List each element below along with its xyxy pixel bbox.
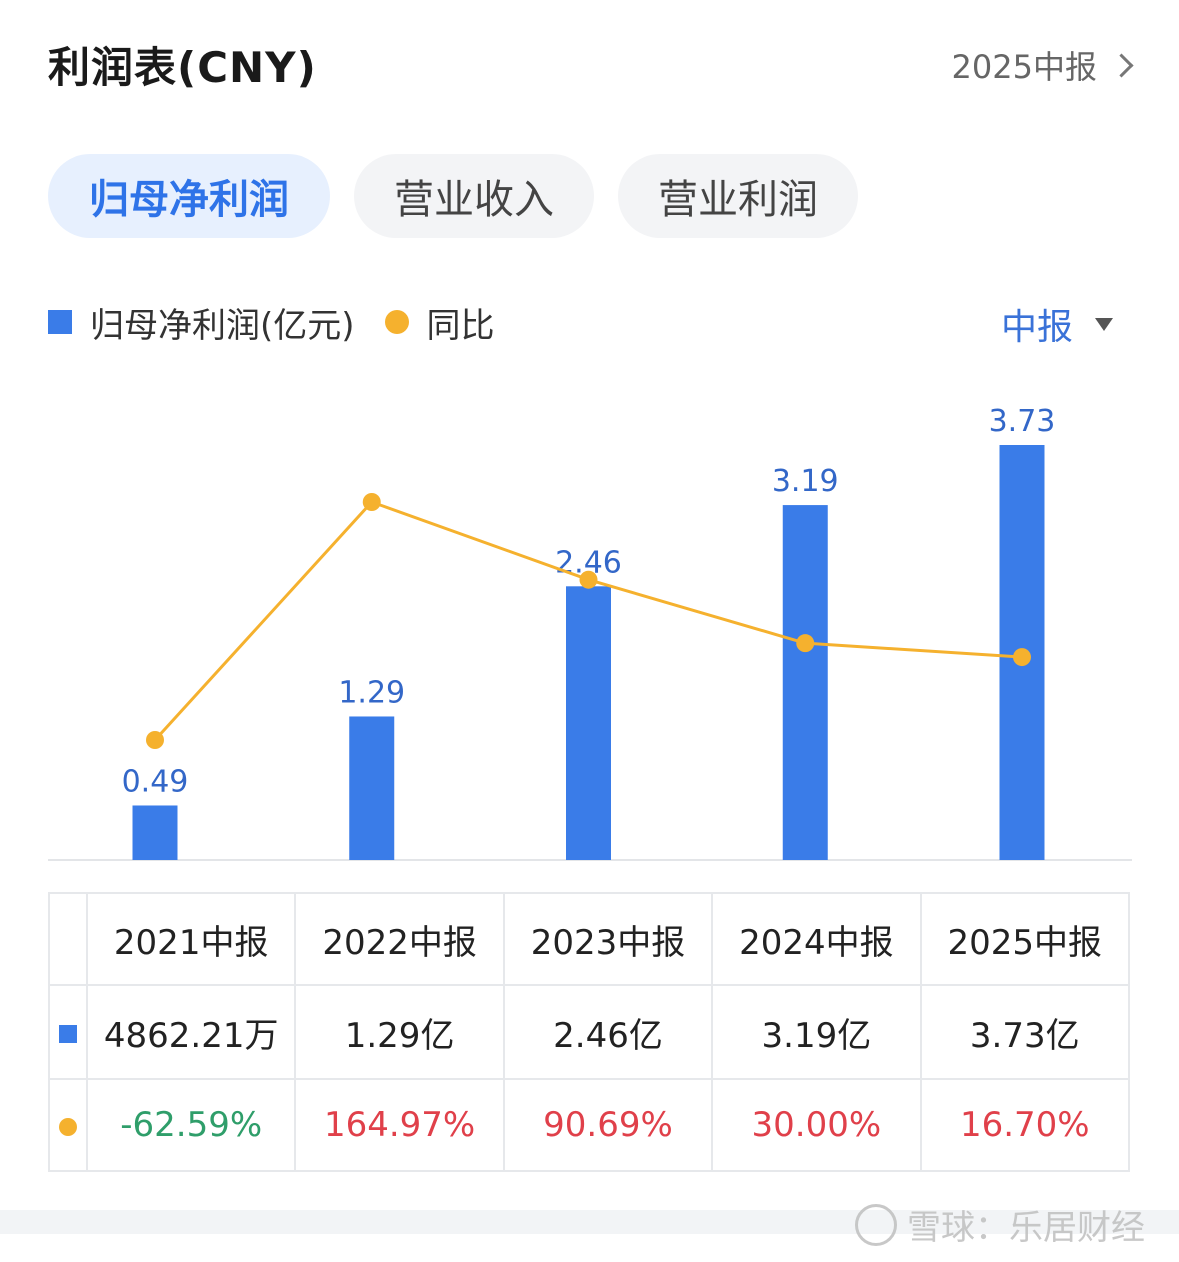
row-marker-cell [48, 984, 88, 1080]
profit-chart: 0.491.292.463.193.73 [48, 404, 1132, 861]
legend-bar-label: 归母净利润(亿元) [90, 305, 355, 346]
tab-net-profit[interactable]: 归母净利润 [48, 154, 330, 238]
table-row-values: 4862.21万 1.29亿 2.46亿 3.19亿 3.73亿 [48, 984, 1131, 1080]
period-select-value: 中报 [1000, 307, 1073, 348]
bar-value-label: 0.49 [122, 764, 189, 799]
table-row-yoy: -62.59% 164.97% 90.69% 30.00% 16.70% [48, 1078, 1131, 1172]
table-header-cell: 2025中报 [919, 892, 1131, 986]
yoy-point [362, 493, 381, 511]
footer-band [0, 1210, 1179, 1234]
tab-revenue[interactable]: 营业收入 [354, 154, 594, 238]
header: 利润表(CNY) 2025中报 [48, 34, 1138, 94]
yoy-point [146, 731, 164, 749]
xueqiu-logo-icon [855, 1203, 897, 1246]
bar-series-marker [59, 1025, 77, 1043]
yoy-cell: 16.70% [919, 1078, 1131, 1172]
data-table: 2021中报 2022中报 2023中报 2024中报 2025中报 4862.… [48, 892, 1131, 1172]
value-cell: 1.29亿 [294, 984, 505, 1080]
period-link[interactable]: 2025中报 [952, 42, 1138, 88]
yoy-cell: 164.97% [294, 1078, 505, 1172]
value-cell: 4862.21万 [85, 984, 297, 1080]
yoy-cell: 90.69% [502, 1078, 714, 1172]
table-header-cell: 2021中报 [85, 892, 297, 986]
row-marker-cell [48, 1078, 88, 1172]
table-header-cell: 2024中报 [711, 892, 922, 986]
legend-bar-swatch [48, 310, 72, 334]
table-header-cell: 2023中报 [502, 892, 714, 986]
yoy-point [579, 570, 598, 589]
tab-operating-profit[interactable]: 营业利润 [618, 154, 858, 238]
bar [349, 716, 395, 860]
caret-down-icon [1095, 317, 1113, 331]
bar [132, 805, 178, 860]
watermark: 雪球：乐居财经 [855, 1200, 1145, 1249]
yoy-point [1013, 648, 1031, 667]
yoy-cell: -62.59% [85, 1078, 297, 1172]
line-series-marker [59, 1118, 77, 1136]
yoy-cell: 30.00% [711, 1078, 922, 1172]
watermark-text: 雪球：乐居财经 [907, 1208, 1145, 1248]
value-cell: 2.46亿 [502, 984, 714, 1080]
bar [566, 586, 611, 860]
legend-line-label: 同比 [426, 305, 495, 346]
bar-value-label: 3.73 [989, 404, 1056, 439]
bar-value-label: 3.19 [772, 464, 839, 499]
value-cell: 3.73亿 [919, 984, 1131, 1080]
page-title: 利润表(CNY) [48, 43, 317, 92]
legend-line-swatch [384, 310, 409, 334]
bar-value-label: 1.29 [338, 675, 405, 710]
period-link-label: 2025中报 [951, 48, 1097, 86]
period-select[interactable]: 中报 [1001, 298, 1113, 350]
table-corner-cell [48, 892, 88, 986]
chart-legend: 归母净利润(亿元) 同比 [48, 300, 495, 346]
metric-tabs: 归母净利润 营业收入 营业利润 [48, 154, 858, 238]
value-cell: 3.19亿 [711, 984, 922, 1080]
table-header-row: 2021中报 2022中报 2023中报 2024中报 2025中报 [48, 892, 1131, 986]
yoy-point [796, 634, 815, 653]
table-header-cell: 2022中报 [294, 892, 505, 986]
bar [782, 505, 828, 860]
